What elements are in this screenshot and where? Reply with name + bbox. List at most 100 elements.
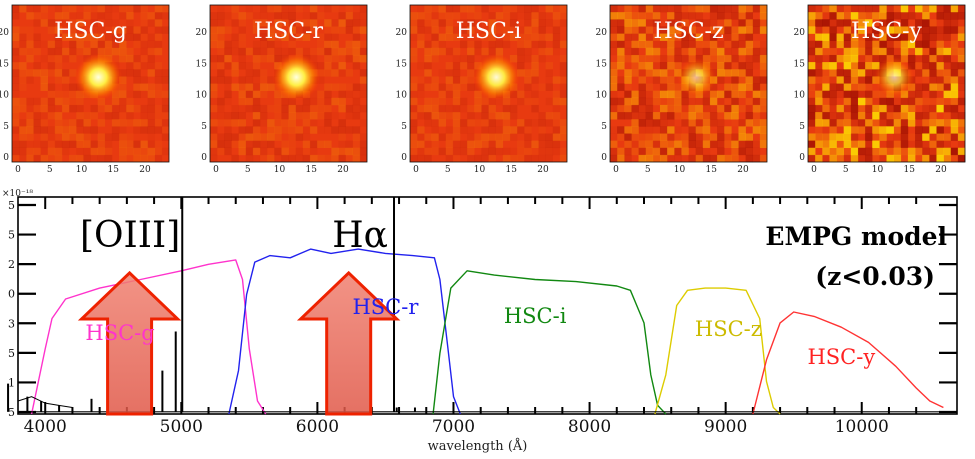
noise-pixel: [12, 119, 20, 127]
noise-pixel: [210, 112, 218, 120]
noise-pixel: [731, 5, 739, 13]
noise-pixel: [302, 104, 311, 113]
thumbnail-x-tick: 0: [811, 165, 817, 175]
thumbnail-y-tick: 0: [601, 153, 607, 163]
noise-pixel: [288, 147, 296, 156]
noise-pixel: [359, 54, 368, 63]
noise-pixel: [652, 54, 661, 63]
noise-pixel: [850, 104, 859, 113]
noise-pixel: [681, 97, 689, 106]
noise-pixel: [274, 40, 282, 49]
noise-pixel: [936, 12, 944, 20]
noise-pixel: [709, 12, 718, 20]
noise-pixel: [900, 126, 909, 134]
noise-pixel: [724, 5, 732, 13]
noise-pixel: [808, 47, 816, 56]
noise-pixel: [417, 133, 425, 141]
noise-pixel: [133, 76, 141, 84]
noise-pixel: [759, 104, 768, 113]
noise-pixel: [424, 154, 432, 163]
noise-pixel: [900, 40, 909, 49]
noise-pixel: [724, 54, 732, 63]
noise-pixel: [452, 47, 461, 56]
noise-pixel: [702, 54, 711, 63]
noise-pixel: [815, 26, 823, 34]
thumbnail-x-tick: 15: [506, 165, 518, 175]
noise-pixel: [731, 62, 739, 70]
noise-pixel: [217, 69, 225, 77]
noise-pixel: [717, 126, 725, 134]
noise-pixel: [893, 104, 902, 113]
noise-pixel: [738, 40, 746, 49]
noise-pixel: [452, 5, 461, 13]
noise-pixel: [645, 26, 654, 34]
noise-pixel: [33, 104, 41, 113]
noise-pixel: [531, 140, 539, 149]
noise-pixel: [759, 83, 768, 91]
noise-pixel: [488, 47, 496, 56]
thumbnail-y-tick: 20: [596, 28, 608, 38]
noise-pixel: [843, 76, 852, 84]
thumbnail-x-tick: 20: [537, 165, 549, 175]
noise-pixel: [652, 154, 661, 163]
noise-pixel: [252, 40, 261, 49]
noise-pixel: [90, 19, 98, 27]
noise-pixel: [111, 5, 120, 13]
noise-pixel: [26, 26, 34, 34]
noise-pixel: [709, 97, 718, 106]
noise-pixel: [302, 47, 311, 56]
noise-pixel: [154, 83, 163, 91]
noise-pixel: [738, 47, 746, 56]
noise-pixel: [238, 40, 246, 49]
noise-pixel: [545, 33, 554, 41]
noise-pixel: [90, 140, 98, 149]
noise-pixel: [717, 147, 725, 156]
thumbnail-frame: [11, 4, 170, 163]
noise-pixel: [154, 154, 163, 163]
noise-pixel: [309, 54, 318, 63]
noise-pixel: [552, 140, 561, 149]
noise-pixel: [33, 47, 41, 56]
noise-pixel: [815, 33, 823, 41]
noise-pixel: [431, 12, 439, 20]
filter-curve-hsc-i: [432, 270, 667, 415]
noise-pixel: [111, 90, 120, 99]
noise-pixel: [324, 47, 332, 56]
noise-pixel: [695, 40, 704, 49]
noise-pixel: [638, 83, 646, 91]
noise-pixel: [467, 62, 475, 70]
noise-pixel: [822, 54, 830, 63]
noise-pixel: [531, 5, 539, 13]
noise-pixel: [54, 40, 63, 49]
noise-pixel: [559, 76, 568, 84]
noise-pixel: [111, 112, 120, 120]
noise-pixel: [645, 69, 654, 77]
noise-pixel: [47, 97, 56, 106]
noise-pixel: [617, 26, 625, 34]
thumbnail-y-tick: 20: [0, 28, 9, 38]
noise-pixel: [943, 119, 952, 127]
noise-pixel: [61, 90, 70, 99]
noise-pixel: [886, 119, 894, 127]
noise-pixel: [417, 19, 425, 27]
noise-pixel: [502, 104, 511, 113]
noise-pixel: [865, 90, 873, 99]
noise-pixel: [431, 83, 439, 91]
noise-pixel: [26, 140, 34, 149]
noise-pixel: [224, 126, 232, 134]
noise-pixel: [302, 97, 311, 106]
noise-pixel: [759, 154, 768, 163]
noise-pixel: [238, 112, 246, 120]
noise-pixel: [836, 69, 844, 77]
band-label: HSC-y: [851, 19, 923, 44]
noise-pixel: [631, 12, 639, 20]
thumbnail-x-tick: 10: [76, 165, 88, 175]
noise-pixel: [259, 69, 268, 77]
noise-pixel: [410, 90, 418, 99]
noise-pixel: [474, 119, 482, 127]
noise-pixel: [717, 133, 725, 141]
noise-pixel: [459, 147, 468, 156]
noise-pixel: [259, 83, 268, 91]
noise-pixel: [943, 90, 952, 99]
noise-pixel: [47, 83, 56, 91]
